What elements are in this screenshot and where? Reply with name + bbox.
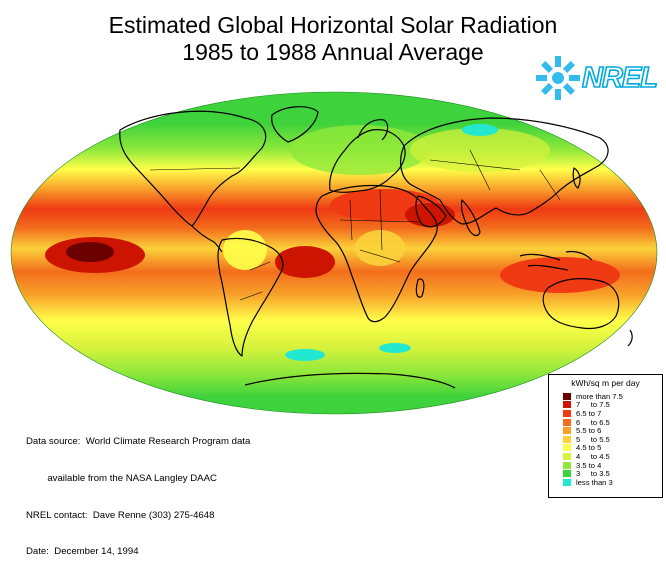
congo-zone bbox=[355, 230, 405, 266]
europe-cool-zone bbox=[290, 125, 430, 175]
legend-row: 4.5 to 5 bbox=[563, 443, 662, 453]
legend-swatch bbox=[563, 470, 571, 478]
solar-radiation-map bbox=[10, 91, 658, 415]
legend-swatch bbox=[563, 418, 571, 426]
greenland-outline bbox=[271, 106, 319, 143]
legend-row: less than 3 bbox=[563, 478, 662, 487]
country-borders bbox=[149, 149, 561, 301]
legend-row: 6 to 6.5 bbox=[563, 418, 662, 427]
amazon-zone bbox=[223, 230, 267, 270]
legend-swatch bbox=[563, 392, 571, 400]
legend-swatch bbox=[563, 401, 571, 409]
legend-label: 3 to 3.5 bbox=[576, 469, 610, 479]
south-indian-low-zone bbox=[379, 343, 411, 353]
arabia-outline bbox=[415, 195, 447, 228]
asia-outline bbox=[400, 117, 609, 225]
radiation-bands bbox=[11, 92, 657, 414]
australia-outline bbox=[542, 278, 620, 330]
legend-swatch bbox=[563, 452, 571, 460]
legend-label: 3.5 to 4 bbox=[576, 460, 602, 470]
source-line: Data source: World Climate Research Prog… bbox=[26, 436, 251, 448]
scandinavia-outline bbox=[357, 119, 389, 141]
legend-title: kWh/sq m per day bbox=[571, 378, 640, 388]
source-line: NREL contact: Dave Renne (303) 275-4648 bbox=[26, 509, 215, 521]
legend-row: more than 7.5 bbox=[563, 392, 662, 401]
legend-row: 3 to 3.5 bbox=[563, 469, 662, 478]
nrel-logo: NREL bbox=[534, 54, 659, 104]
atlantic-hotspot bbox=[275, 246, 335, 278]
pacific-max-zone bbox=[66, 242, 114, 262]
continent-outlines bbox=[119, 106, 633, 389]
map-subtitle: 1985 to 1988 Annual Average bbox=[182, 39, 484, 65]
south-atlantic-low-zone bbox=[285, 349, 325, 361]
source-line: available from the NASA Langley DAAC bbox=[26, 473, 217, 485]
legend-row: 5.5 to 6 bbox=[563, 426, 662, 435]
nrel-logo-text: NREL bbox=[581, 61, 659, 95]
legend-label: 5 to 5.5 bbox=[576, 434, 610, 444]
legend-swatch bbox=[563, 409, 571, 417]
map-legend: kWh/sq m per day more than 7.5 7 to 7.5 … bbox=[548, 374, 663, 498]
indo-pacific-hotspot bbox=[500, 257, 620, 293]
legend-label: 6 to 6.5 bbox=[576, 417, 610, 427]
africa-outline bbox=[315, 184, 438, 323]
legend-row: 4 to 4.5 bbox=[563, 452, 662, 461]
india-outline bbox=[460, 199, 481, 237]
legend-swatch bbox=[563, 435, 571, 443]
legend-label: 5.5 to 6 bbox=[576, 426, 602, 436]
asia-mid-zone bbox=[410, 128, 550, 172]
source-line: Date: December 14, 1994 bbox=[26, 546, 139, 558]
legend-label: 4 to 4.5 bbox=[576, 451, 610, 461]
legend-row: 7 to 7.5 bbox=[563, 400, 662, 410]
legend-label: 7 to 7.5 bbox=[576, 400, 610, 410]
legend-label: less than 3 bbox=[576, 477, 613, 487]
legend-swatch bbox=[563, 444, 571, 452]
japan-outline bbox=[572, 167, 581, 189]
legend-row: 5 to 5.5 bbox=[563, 435, 662, 444]
legend-row: 3.5 to 4 bbox=[563, 461, 662, 470]
north-america-outline bbox=[119, 110, 267, 227]
madagascar-outline bbox=[415, 278, 425, 298]
legend-label: 4.5 to 5 bbox=[576, 443, 602, 453]
legend-swatch bbox=[563, 461, 571, 469]
indonesia-outline bbox=[519, 250, 593, 271]
map-title: Estimated Global Horizontal Solar Radiat… bbox=[108, 12, 558, 38]
legend-row: 6.5 to 7 bbox=[563, 409, 662, 418]
arabia-hotspot bbox=[405, 203, 455, 227]
new-zealand-outline bbox=[627, 329, 633, 347]
sun-icon bbox=[536, 56, 580, 100]
legend-label: more than 7.5 bbox=[576, 391, 623, 401]
legend-swatch bbox=[563, 478, 571, 486]
central-america-outline bbox=[191, 225, 223, 253]
antarctica-outline bbox=[244, 372, 456, 389]
siberia-low-zone bbox=[462, 124, 498, 136]
data-source-note: Data source: World Climate Research Prog… bbox=[26, 412, 250, 571]
legend-swatch bbox=[563, 427, 571, 435]
south-america-outline bbox=[217, 237, 284, 357]
globe-outline bbox=[10, 91, 658, 415]
legend-label: 6.5 to 7 bbox=[576, 408, 602, 418]
